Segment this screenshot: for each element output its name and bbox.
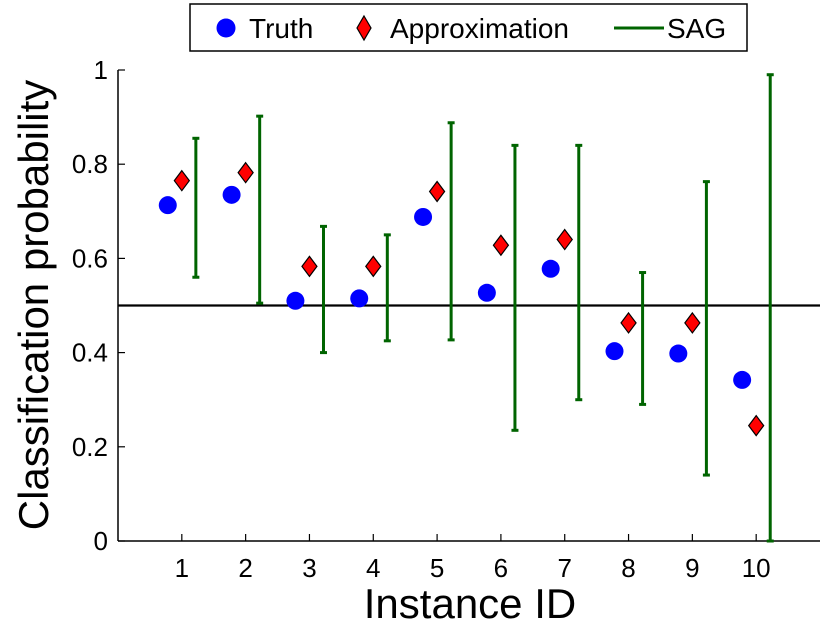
approximation-point <box>684 311 701 334</box>
legend-approximation-label: Approximation <box>390 13 569 44</box>
truth-point <box>350 289 369 308</box>
y-tick-label: 0 <box>94 526 108 556</box>
x-tick-label: 1 <box>175 553 189 583</box>
y-axis-title: Classification probability <box>10 80 57 531</box>
sag-interval <box>575 143 583 402</box>
x-axis-title: Instance ID <box>364 580 576 627</box>
approximation-point <box>556 228 573 251</box>
x-tick-label: 2 <box>238 553 252 583</box>
truth-point <box>541 259 560 278</box>
sag-interval <box>766 73 774 543</box>
truth-point <box>669 344 688 363</box>
sag-interval <box>639 271 647 406</box>
legend: Truth Approximation SAG <box>189 3 748 52</box>
approximation-point <box>365 255 382 278</box>
y-tick-label: 0.6 <box>72 243 108 273</box>
x-tick-label: 8 <box>621 553 635 583</box>
truth-point <box>222 185 241 204</box>
truth-point <box>477 283 496 302</box>
x-tick-label: 6 <box>494 553 508 583</box>
x-tick-label: 10 <box>742 553 771 583</box>
truth-point <box>286 291 305 310</box>
axes: 0 0.2 0.4 0.6 0.8 1 1 2 3 4 5 6 7 8 9 10 <box>72 55 820 583</box>
y-tick-label: 0.8 <box>72 149 108 179</box>
approximation-point <box>237 161 254 184</box>
approximation-point <box>620 311 637 334</box>
sag-interval <box>256 114 264 305</box>
sag-interval <box>192 136 200 279</box>
truth-point <box>605 342 624 361</box>
truth-point <box>733 370 752 389</box>
x-tick-label: 5 <box>430 553 444 583</box>
y-tick-label: 1 <box>94 55 108 85</box>
legend-truth-marker <box>216 18 236 38</box>
x-tick-label: 4 <box>366 553 380 583</box>
approximation-point <box>173 169 191 192</box>
truth-point <box>414 207 433 226</box>
sag-interval <box>702 180 710 477</box>
approximation-point <box>492 234 510 257</box>
x-tick-label: 9 <box>685 553 699 583</box>
y-tick-label: 0.4 <box>72 338 108 368</box>
sag-interval <box>383 233 391 343</box>
approximation-point <box>747 414 765 437</box>
legend-approximation-marker <box>356 14 372 42</box>
data-marks <box>158 73 774 543</box>
y-tick-label: 0.2 <box>72 432 108 462</box>
approximation-point <box>301 255 318 278</box>
sag-interval <box>319 224 327 355</box>
sag-interval <box>447 121 455 342</box>
x-tick-label: 7 <box>557 553 571 583</box>
x-tick-label: 3 <box>302 553 316 583</box>
sag-interval <box>511 143 519 432</box>
approximation-point <box>428 180 446 203</box>
truth-point <box>158 196 177 215</box>
legend-sag-label: SAG <box>667 13 726 44</box>
legend-truth-label: Truth <box>249 13 313 44</box>
